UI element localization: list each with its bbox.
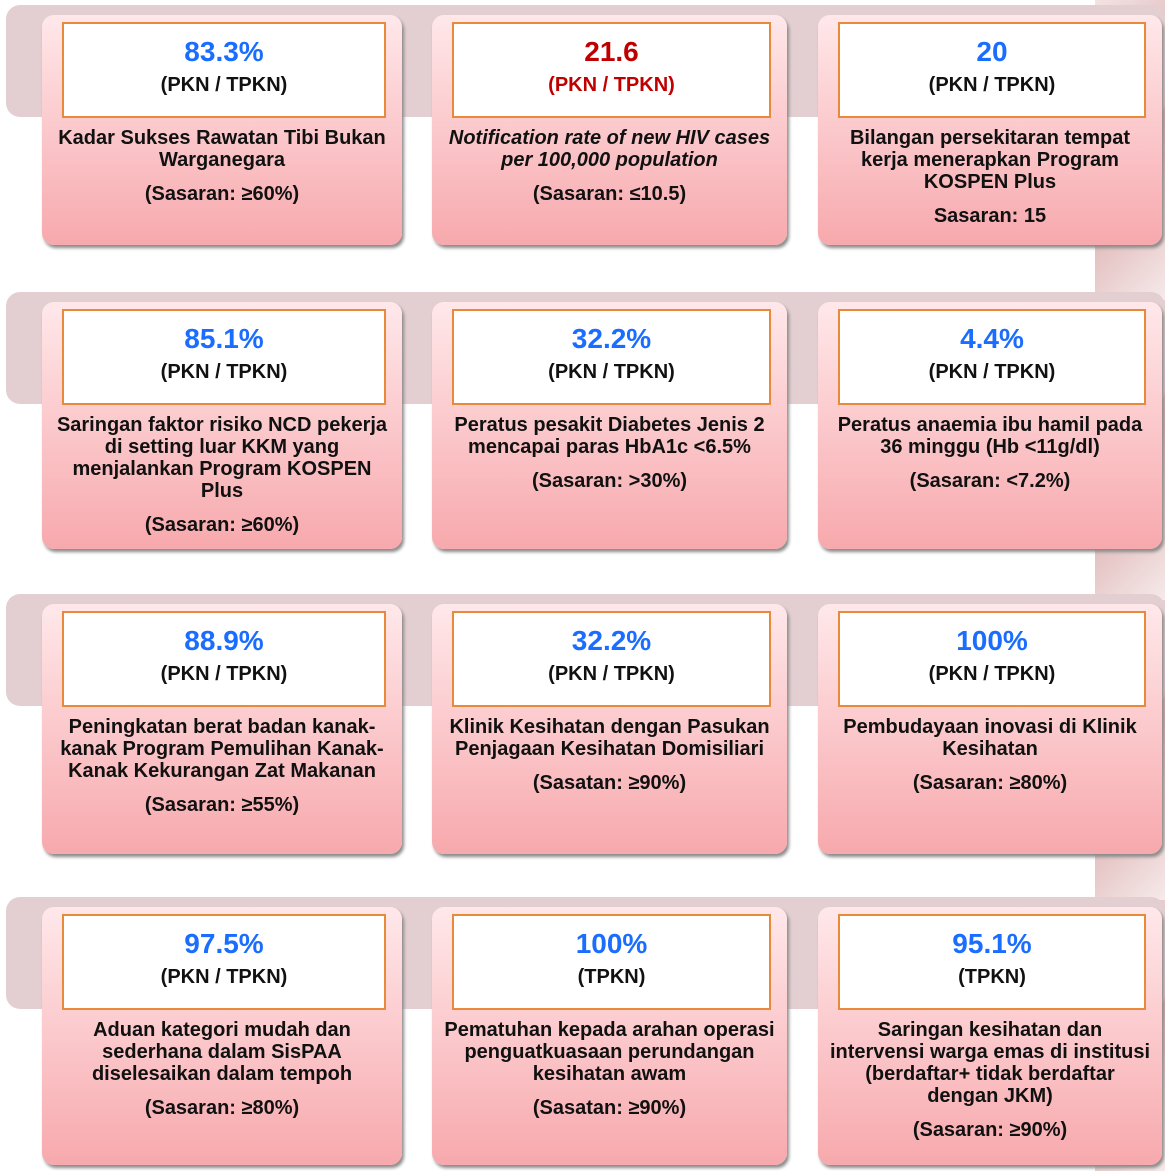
description-block: Klinik Kesihatan dengan Pasukan Penjagaa… [442,716,777,794]
kpi-label: (TPKN) [840,966,1144,989]
kpi-label: (PKN / TPKN) [454,74,769,97]
kpi-description: Notification rate of new HIV cases per 1… [442,127,777,171]
value-box: 32.2% (PKN / TPKN) [452,309,771,405]
value-box: 21.6 (PKN / TPKN) [452,22,771,118]
kpi-target: Sasaran: 15 [828,205,1152,227]
kpi-card: 100% (TPKN) Pematuhan kepada arahan operas… [432,907,787,1165]
kpi-target: (Sasaran: <7.2%) [828,470,1152,492]
value-box: 100% (TPKN) [452,914,771,1010]
kpi-card: 97.5% (PKN / TPKN) Aduan kategori mudah da… [42,907,402,1165]
description-block: Saringan kesihatan dan intervensi warga … [828,1019,1152,1141]
kpi-card: 21.6 (PKN / TPKN) Notification rate of new… [432,15,787,245]
kpi-card: 20 (PKN / TPKN) Bilangan persekitaran temp… [818,15,1162,245]
description-block: Kadar Sukses Rawatan Tibi Bukan Warganeg… [52,127,392,205]
kpi-label: (PKN / TPKN) [64,361,384,384]
kpi-card: 83.3% (PKN / TPKN) Kadar Sukses Rawatan Ti… [42,15,402,245]
kpi-description: Peratus anaemia ibu hamil pada 36 minggu… [828,414,1152,458]
description-block: Peningkatan berat badan kanak-kanak Prog… [52,716,392,816]
kpi-description: Peratus pesakit Diabetes Jenis 2 mencapa… [442,414,777,458]
kpi-value: 32.2% [454,323,769,355]
kpi-value: 83.3% [64,36,384,68]
kpi-description: Saringan kesihatan dan intervensi warga … [828,1019,1152,1107]
kpi-value: 21.6 [454,36,769,68]
kpi-card: 95.1% (TPKN) Saringan kesihatan dan interv… [818,907,1162,1165]
kpi-card: 88.9% (PKN / TPKN) Peningkatan berat badan… [42,604,402,854]
kpi-value: 95.1% [840,928,1144,960]
kpi-description: Aduan kategori mudah dan sederhana dalam… [52,1019,392,1085]
kpi-label: (PKN / TPKN) [840,74,1144,97]
kpi-card: 4.4% (PKN / TPKN) Peratus anaemia ibu hami… [818,302,1162,549]
description-block: Peratus pesakit Diabetes Jenis 2 mencapa… [442,414,777,492]
kpi-value: 4.4% [840,323,1144,355]
description-block: Saringan faktor risiko NCD pekerja di se… [52,414,392,536]
kpi-value: 88.9% [64,625,384,657]
description-block: Notification rate of new HIV cases per 1… [442,127,777,205]
kpi-target: (Sasaran: ≥60%) [52,183,392,205]
kpi-label: (PKN / TPKN) [454,663,769,686]
kpi-label: (PKN / TPKN) [840,663,1144,686]
kpi-description: Saringan faktor risiko NCD pekerja di se… [52,414,392,502]
description-block: Pembudayaan inovasi di Klinik Kesihatan (… [828,716,1152,794]
kpi-description: Kadar Sukses Rawatan Tibi Bukan Warganeg… [52,127,392,171]
kpi-description: Pematuhan kepada arahan operasi penguatk… [442,1019,777,1085]
kpi-label: (TPKN) [454,966,769,989]
kpi-label: (PKN / TPKN) [64,663,384,686]
kpi-target: (Sasaran: >30%) [442,470,777,492]
kpi-label: (PKN / TPKN) [454,361,769,384]
kpi-description: Klinik Kesihatan dengan Pasukan Penjagaa… [442,716,777,760]
kpi-value: 32.2% [454,625,769,657]
kpi-card: 32.2% (PKN / TPKN) Klinik Kesihatan dengan… [432,604,787,854]
kpi-target: (Sasaran: ≥80%) [52,1097,392,1119]
value-box: 20 (PKN / TPKN) [838,22,1146,118]
kpi-label: (PKN / TPKN) [64,966,384,989]
kpi-target: (Sasaran: ≥90%) [828,1119,1152,1141]
kpi-target: (Sasaran: ≥55%) [52,794,392,816]
description-block: Bilangan persekitaran tempat kerja mener… [828,127,1152,227]
page: 83.3% (PKN / TPKN) Kadar Sukses Rawatan Ti… [0,0,1165,1171]
value-box: 100% (PKN / TPKN) [838,611,1146,707]
kpi-label: (PKN / TPKN) [840,361,1144,384]
kpi-card: 100% (PKN / TPKN) Pembudayaan inovasi di K… [818,604,1162,854]
kpi-value: 97.5% [64,928,384,960]
description-block: Peratus anaemia ibu hamil pada 36 minggu… [828,414,1152,492]
kpi-card: 85.1% (PKN / TPKN) Saringan faktor risiko … [42,302,402,549]
kpi-value: 20 [840,36,1144,68]
value-box: 32.2% (PKN / TPKN) [452,611,771,707]
kpi-description: Bilangan persekitaran tempat kerja mener… [828,127,1152,193]
value-box: 83.3% (PKN / TPKN) [62,22,386,118]
value-box: 97.5% (PKN / TPKN) [62,914,386,1010]
description-block: Pematuhan kepada arahan operasi penguatk… [442,1019,777,1119]
kpi-card: 32.2% (PKN / TPKN) Peratus pesakit Diabete… [432,302,787,549]
kpi-value: 100% [840,625,1144,657]
kpi-target: (Sasaran: ≥60%) [52,514,392,536]
kpi-value: 85.1% [64,323,384,355]
value-box: 4.4% (PKN / TPKN) [838,309,1146,405]
kpi-description: Pembudayaan inovasi di Klinik Kesihatan [828,716,1152,760]
description-block: Aduan kategori mudah dan sederhana dalam… [52,1019,392,1119]
kpi-target: (Sasatan: ≥90%) [442,772,777,794]
kpi-target: (Sasaran: ≥80%) [828,772,1152,794]
kpi-target: (Sasatan: ≥90%) [442,1097,777,1119]
kpi-description: Peningkatan berat badan kanak-kanak Prog… [52,716,392,782]
kpi-target: (Sasaran: ≤10.5) [442,183,777,205]
value-box: 88.9% (PKN / TPKN) [62,611,386,707]
kpi-label: (PKN / TPKN) [64,74,384,97]
value-box: 95.1% (TPKN) [838,914,1146,1010]
kpi-value: 100% [454,928,769,960]
value-box: 85.1% (PKN / TPKN) [62,309,386,405]
